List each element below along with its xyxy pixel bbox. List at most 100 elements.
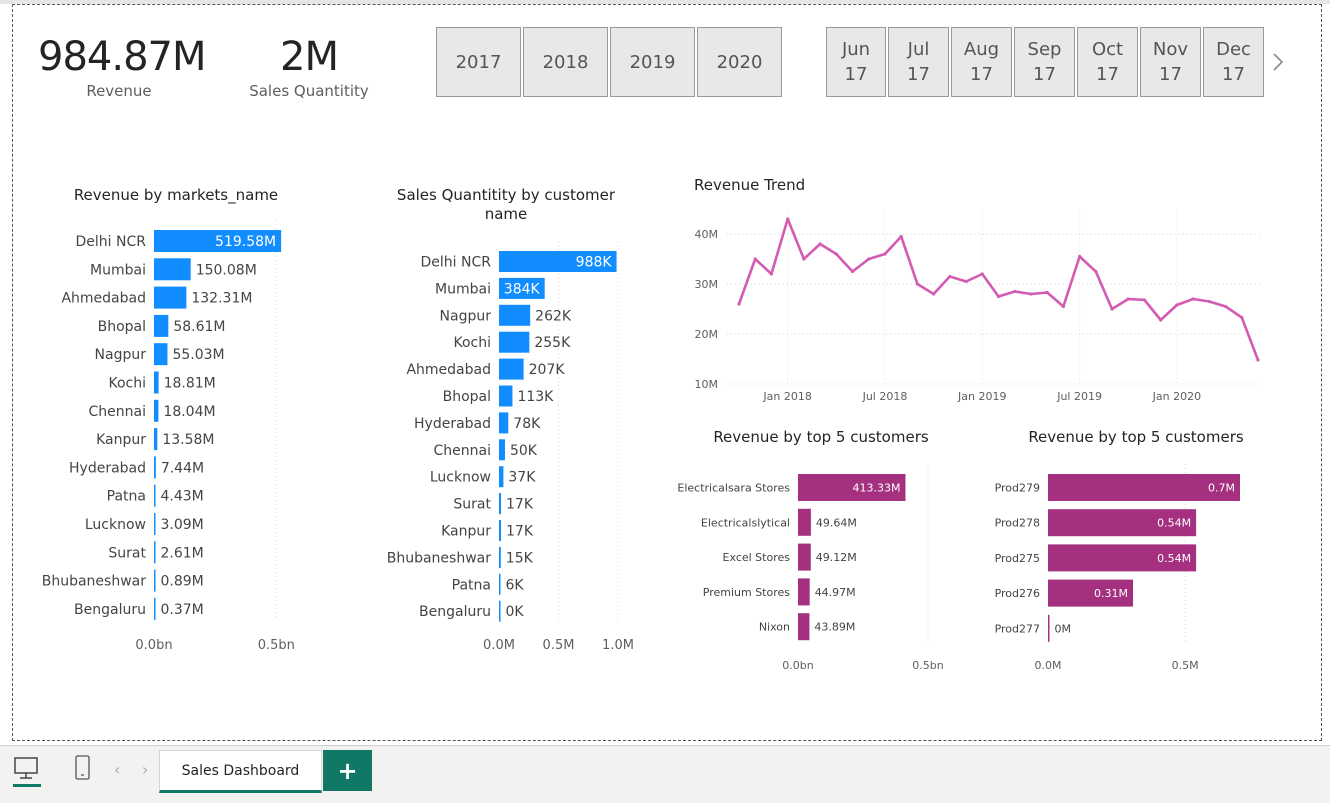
year-slicer-2017[interactable]: 2017 — [436, 27, 521, 97]
top5cust-bar[interactable] — [798, 543, 811, 571]
trend-series-line[interactable] — [737, 217, 1260, 361]
markets-bar[interactable] — [154, 541, 156, 564]
trend-point — [1256, 358, 1260, 362]
trend-point — [802, 257, 806, 261]
month-slicer-sep[interactable]: Sep 17 — [1014, 27, 1075, 97]
markets-data-label: 519.58M — [215, 234, 276, 250]
top5prod-bar[interactable] — [1048, 614, 1050, 642]
markets-bar[interactable] — [154, 569, 156, 592]
customers-bar[interactable] — [499, 573, 501, 595]
customers-bar[interactable] — [499, 251, 617, 272]
trend-y-tick: 20M — [695, 328, 719, 341]
trend-x-tick: Jan 2018 — [762, 390, 811, 403]
markets-bar[interactable] — [154, 371, 159, 394]
customers-bar[interactable] — [499, 493, 502, 515]
revenue-by-market-chart[interactable]: 0.0bn 0.5bn Delhi NCR 519.58M Mumbai 150.08M A… — [0, 0, 1330, 745]
revenue-card[interactable]: 984.87M Revenue — [38, 34, 206, 100]
customers-category-label: Hyderabad — [414, 416, 491, 432]
customers-data-label: 0K — [506, 604, 525, 620]
customers-bar[interactable] — [499, 385, 513, 407]
top5cust-category-label: Electricalsara Stores — [677, 481, 790, 494]
customers-bar[interactable] — [499, 412, 509, 434]
markets-bar[interactable] — [154, 484, 156, 507]
top5prod-bar[interactable] — [1048, 579, 1134, 607]
customers-data-label: 37K — [508, 470, 536, 486]
trend-point — [1159, 318, 1163, 322]
markets-bar[interactable] — [154, 513, 156, 535]
previous-page-arrow[interactable]: ‹ — [114, 760, 121, 779]
markets-bar[interactable] — [154, 456, 156, 479]
customers-bar[interactable] — [499, 277, 545, 299]
top5cust-category-label: Electricalslytical — [701, 516, 790, 529]
customers-category-label: Lucknow — [430, 470, 491, 486]
year-slicer-2018[interactable]: 2018 — [523, 27, 608, 97]
top5prod-category-label: Prod275 — [995, 552, 1040, 565]
customers-bar[interactable] — [499, 600, 501, 622]
markets-bar[interactable] — [154, 286, 187, 309]
customers-data-label: 15K — [506, 550, 534, 566]
top5-customers-title: Revenue by top 5 customers — [713, 428, 929, 446]
markets-bar[interactable] — [154, 399, 159, 422]
customers-x-tick: 0.0M — [483, 638, 515, 653]
top5cust-bar[interactable] — [798, 508, 811, 536]
top5prod-bar[interactable] — [1048, 509, 1197, 537]
top5cust-data-label: 43.89M — [814, 621, 855, 634]
top5prod-bar[interactable] — [1048, 544, 1197, 572]
top5cust-bar[interactable] — [798, 474, 906, 501]
markets-bar[interactable] — [154, 258, 191, 281]
markets-data-label: 58.61M — [173, 319, 225, 335]
year-slicer-2020[interactable]: 2020 — [697, 27, 782, 97]
markets-bar[interactable] — [154, 314, 169, 337]
customers-bar[interactable] — [499, 304, 531, 326]
trend-point — [883, 252, 887, 256]
customers-bar[interactable] — [499, 466, 504, 488]
top5cust-bar[interactable] — [798, 578, 810, 606]
customers-bar[interactable] — [499, 358, 524, 380]
top5cust-data-label: 49.64M — [816, 516, 857, 529]
markets-bar[interactable] — [154, 230, 282, 252]
markets-data-label: 7.44M — [161, 460, 204, 476]
next-page-arrow[interactable]: › — [142, 760, 149, 779]
chevron-right-icon[interactable] — [1268, 48, 1288, 76]
markets-category-label: Bhopal — [98, 319, 146, 335]
tab-sales-dashboard[interactable]: Sales Dashboard — [159, 750, 322, 793]
markets-category-label: Bhubaneshwar — [42, 574, 146, 590]
trend-point — [1029, 292, 1033, 296]
month-slicer-jul[interactable]: Jul 17 — [888, 27, 949, 97]
customers-data-label: 207K — [529, 362, 566, 378]
trend-point — [1240, 315, 1244, 320]
customers-bar[interactable] — [499, 520, 502, 541]
month-slicer-aug[interactable]: Aug 17 — [951, 27, 1012, 97]
top5prod-data-label: 0.31M — [1094, 587, 1128, 600]
month-slicer-nov[interactable]: Nov 17 — [1140, 27, 1201, 97]
month-slicer-dec[interactable]: Dec 17 — [1203, 27, 1264, 97]
month-slicer-oct[interactable]: Oct 17 — [1077, 27, 1138, 97]
customers-data-label: 78K — [513, 416, 541, 432]
customers-category-label: Mumbai — [435, 281, 491, 297]
year-slicer-2019[interactable]: 2019 — [610, 27, 695, 97]
add-page-button[interactable]: + — [323, 750, 372, 791]
markets-category-label: Nagpur — [95, 347, 147, 363]
month-year: 17 — [970, 64, 993, 85]
trend-point — [1223, 304, 1228, 309]
customers-category-label: Nagpur — [440, 308, 492, 324]
customers-bar[interactable] — [499, 439, 505, 461]
trend-chart-title: Revenue Trend — [694, 176, 806, 194]
quantity-card[interactable]: 2M Sales Quantitity — [246, 34, 372, 100]
desktop-icon[interactable] — [13, 756, 41, 788]
customers-category-label: Ahmedabad — [406, 362, 491, 378]
markets-data-label: 132.31M — [191, 291, 252, 307]
customers-bar[interactable] — [499, 546, 501, 568]
phone-icon[interactable] — [74, 755, 92, 781]
month-slicer-jun[interactable]: Jun 17 — [826, 27, 886, 97]
trend-point — [1207, 299, 1211, 304]
markets-bar[interactable] — [154, 597, 156, 620]
markets-bar[interactable] — [154, 428, 158, 451]
top5prod-bar[interactable] — [1048, 474, 1240, 501]
trend-point — [996, 294, 1001, 299]
customers-bar[interactable] — [499, 331, 530, 353]
top5cust-x-tick: 0.5bn — [912, 659, 943, 672]
markets-bar[interactable] — [154, 343, 168, 366]
top5prod-x-tick: 0.5M — [1172, 659, 1199, 672]
top5cust-bar[interactable] — [798, 613, 810, 641]
